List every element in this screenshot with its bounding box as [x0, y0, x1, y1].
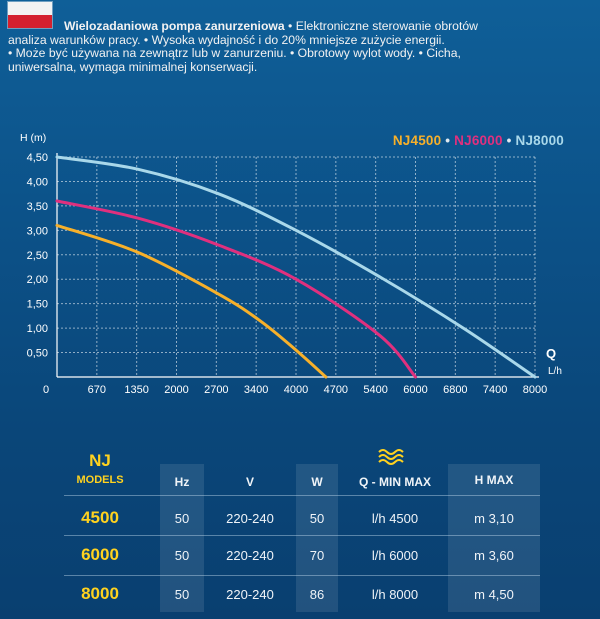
curve-nj8000: [55, 155, 537, 379]
curve-nj4500: [55, 223, 328, 379]
y-tick-label: 2,00: [27, 274, 48, 286]
column-bg-hz: [160, 464, 204, 612]
cell-w: 70: [309, 548, 325, 563]
header-q: Q - MIN MAX: [359, 475, 431, 489]
cell-q: l/h 4500: [371, 511, 419, 526]
header-hz: Hz: [174, 475, 190, 489]
cell-w: 50: [309, 511, 325, 526]
legend-separator: •: [441, 133, 455, 148]
x-tick-label: 1350: [124, 384, 148, 396]
x-tick-label: 2700: [204, 384, 228, 396]
row-divider: [64, 535, 540, 536]
y-tick-label: 1,50: [27, 299, 48, 311]
x-tick-label: 5400: [363, 384, 387, 396]
x-axis-label: Q: [546, 346, 556, 361]
legend-nj8000: NJ8000: [515, 133, 564, 148]
poland-flag-icon: [8, 2, 52, 28]
y-tick-label: 4,50: [27, 152, 48, 164]
y-axis-ticks: 4,50 4,00 3,50 3,00 2,50 2,00 1,50 1,00 0,50: [27, 152, 48, 360]
y-tick-label: 3,50: [27, 201, 48, 213]
cell-q: l/h 6000: [371, 548, 419, 563]
row-divider: [64, 575, 540, 576]
legend-nj4500: NJ4500: [392, 133, 442, 148]
cell-h: m 3,10: [474, 511, 514, 526]
description-line-3: • Może być używana na zewnątrz lub w zan…: [8, 46, 461, 61]
x-tick-label: 4700: [324, 384, 348, 396]
x-axis-unit: L/h: [548, 366, 562, 377]
cell-hz: 50: [174, 587, 190, 602]
curve-nj6000: [55, 199, 417, 379]
x-tick-label: 6000: [403, 384, 427, 396]
chart-grid: [56, 153, 539, 378]
description-title: Wielozadaniowa pompa zanurzeniowa: [64, 19, 285, 33]
column-bg-h: [448, 464, 540, 612]
chart-legend: NJ4500 • NJ6000 • NJ8000: [393, 133, 564, 148]
y-tick-label: 4,00: [27, 176, 48, 188]
models-label: MODELS: [76, 474, 124, 486]
x-tick-label: 3400: [244, 384, 268, 396]
y-tick-label: 0,50: [27, 348, 48, 360]
nj-label: NJ: [89, 451, 111, 470]
legend-nj6000: NJ6000: [454, 133, 503, 148]
column-bg-w: [296, 464, 338, 612]
x-tick-label: 8000: [523, 384, 547, 396]
cell-v: 220-240: [226, 548, 274, 563]
header-w: W: [311, 475, 323, 489]
pump-performance-chart: 4,50 4,00 3,50 3,00 2,50 2,00 1,50 1,00 0,50 0 67…: [20, 132, 562, 396]
row-divider: [64, 495, 540, 496]
cell-v: 220-240: [226, 511, 274, 526]
x-tick-label: 0: [43, 384, 49, 396]
performance-curves: [55, 155, 537, 379]
header-h: H MAX: [474, 473, 514, 487]
cell-v: 220-240: [226, 587, 274, 602]
legend-separator: •: [502, 133, 516, 148]
description-line-4: uniwersalna, wymaga minimalnej konserwac…: [8, 59, 258, 74]
x-tick-label: 4000: [284, 384, 308, 396]
water-wave-icon: [378, 449, 404, 465]
x-tick-label: 6800: [443, 384, 467, 396]
cell-h: m 4,50: [474, 587, 514, 602]
y-tick-label: 1,00: [27, 323, 48, 335]
x-tick-label: 2000: [164, 384, 188, 396]
description-line-1: • Elektroniczne sterowanie obrotów: [284, 19, 478, 33]
header-v: V: [245, 475, 254, 489]
cell-q: l/h 8000: [371, 587, 419, 602]
model-8000: 8000: [81, 584, 119, 603]
x-tick-label: 670: [88, 384, 106, 396]
x-axis-ticks: 0 670 1350 2000 2700 3400 4000 4700 5400 6000 6800…: [43, 384, 547, 396]
description-line-2: analiza warunków pracy. • Wysoka wydajno…: [8, 32, 445, 47]
cell-hz: 50: [174, 511, 190, 526]
cell-w: 86: [309, 587, 325, 602]
cell-hz: 50: [174, 548, 190, 563]
y-tick-label: 3,00: [27, 225, 48, 237]
y-tick-label: 2,50: [27, 250, 48, 262]
model-6000: 6000: [81, 545, 119, 564]
cell-h: m 3,60: [474, 548, 514, 563]
model-4500: 4500: [81, 508, 119, 527]
specs-table: NJ MODELS Hz V W Q - MIN MAX H MAX 4500 …: [0, 440, 600, 619]
product-description: Wielozadaniowa pompa zanurzeniowa • Elek…: [8, 19, 594, 74]
y-axis-label: H (m): [20, 132, 46, 144]
x-tick-label: 7400: [483, 384, 507, 396]
